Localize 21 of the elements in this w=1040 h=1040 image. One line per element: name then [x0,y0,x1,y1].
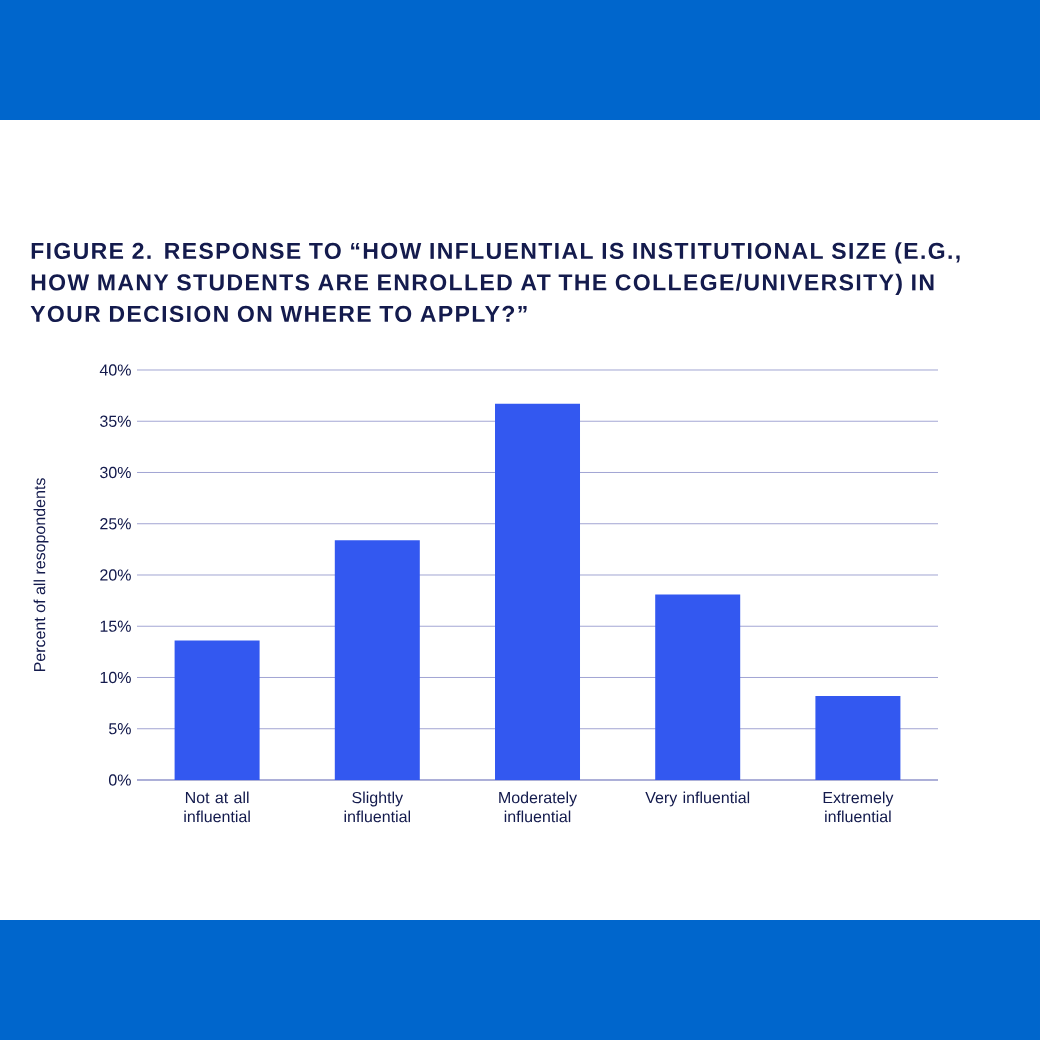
y-tick-label: 10% [100,671,131,684]
bar [174,640,260,780]
y-tick-label: 35% [100,415,131,427]
x-tick-label: Slightly influential [344,791,411,823]
bar [495,403,581,780]
y-tick-label: 5% [108,723,131,735]
y-tick-label: 15% [100,620,131,632]
y-tick-label: 30% [100,466,131,479]
x-tick-label: Moderately influential [499,791,578,823]
bar [815,695,901,780]
x-tick-label: Extremely influential [823,791,894,823]
y-axis-title: Percent of all resopondents [33,478,49,672]
chart-title: FIGURE 2. RESPONSE TO “HOW INFLUENTIAL IS INSTITUTIONAL SIZE (E.G., HOW MANY STUDENTS ARE ENROLLED AT THE COLLEGE/UNIVERSITY) IN YOUR DECISION ON WHERE TO APPLY?” [30,242,960,323]
y-tick-label: 0% [108,774,131,786]
x-tick-label: Very influential [645,791,750,807]
bar [655,594,741,780]
y-tick-label: 40% [99,364,131,376]
bar [334,540,420,780]
y-tick-label: 20% [100,569,131,581]
x-tick-label: Not at all influential [184,791,250,823]
y-tick-label: 25% [100,518,131,530]
